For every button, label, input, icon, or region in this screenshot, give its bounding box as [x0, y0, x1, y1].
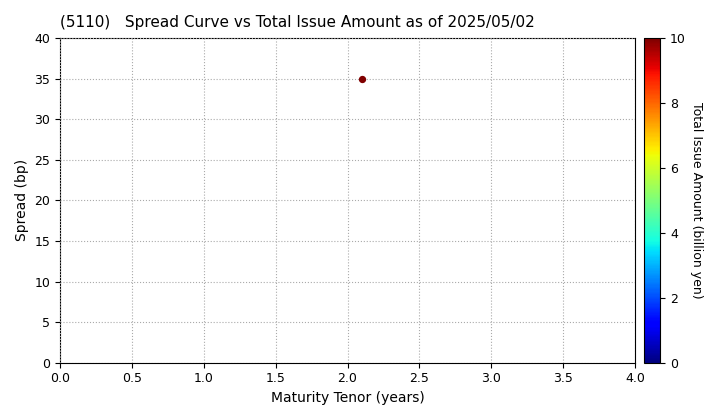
- Point: [356, 75, 368, 82]
- Y-axis label: Total Issue Amount (billion yen): Total Issue Amount (billion yen): [690, 102, 703, 299]
- Text: (5110)   Spread Curve vs Total Issue Amount as of 2025/05/02: (5110) Spread Curve vs Total Issue Amoun…: [60, 15, 535, 30]
- X-axis label: Maturity Tenor (years): Maturity Tenor (years): [271, 391, 424, 405]
- Y-axis label: Spread (bp): Spread (bp): [15, 159, 29, 242]
